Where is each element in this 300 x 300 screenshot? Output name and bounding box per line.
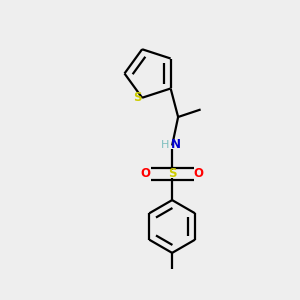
Text: H: H [160, 140, 169, 150]
Text: S: S [168, 167, 176, 181]
Text: O: O [194, 167, 203, 181]
Text: S: S [134, 91, 142, 104]
Text: N: N [171, 138, 181, 151]
Text: O: O [141, 167, 151, 181]
